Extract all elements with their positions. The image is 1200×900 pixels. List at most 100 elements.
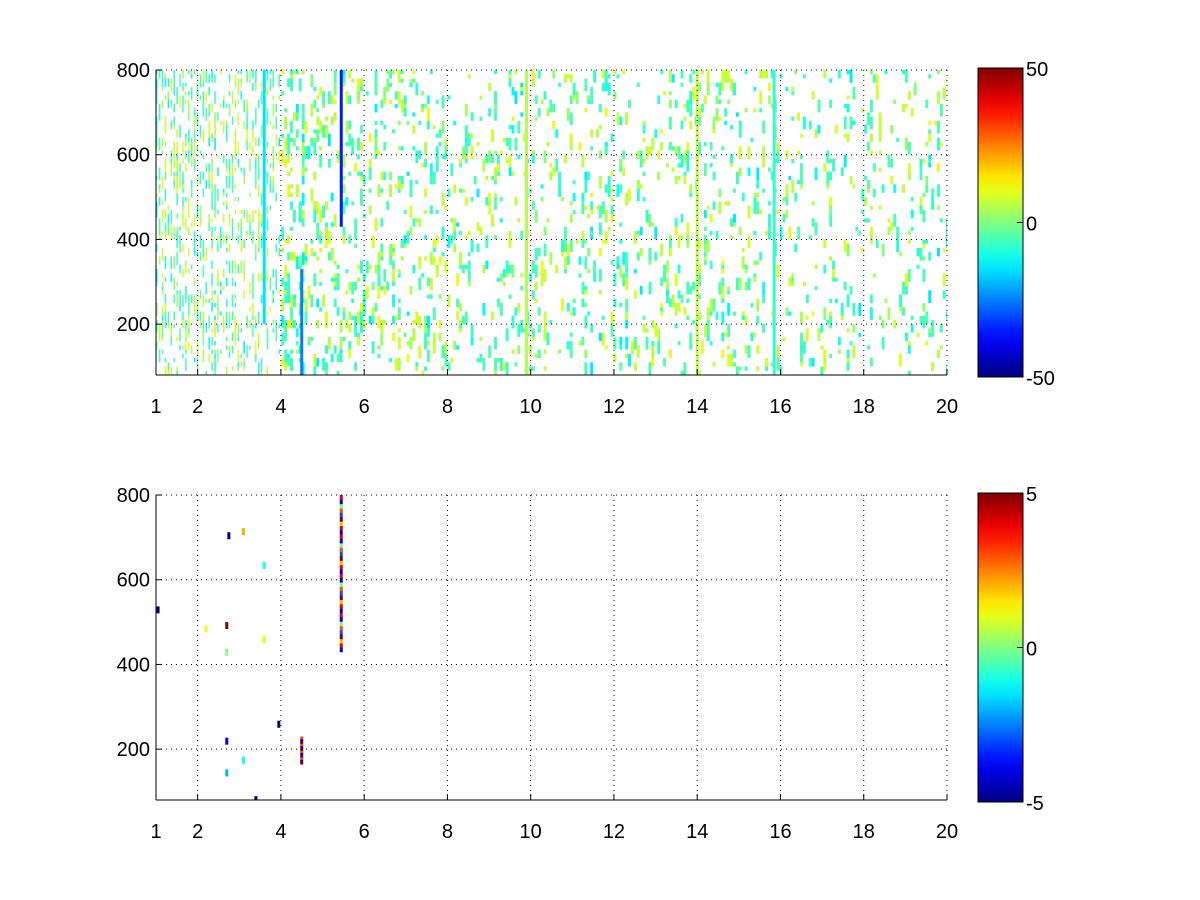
heatmap-cell: [698, 82, 701, 92]
heatmap-cell: [494, 91, 497, 104]
heatmap-cell: [686, 298, 690, 303]
heatmap-cell: [625, 298, 629, 312]
heatmap-cell: [243, 120, 245, 130]
heatmap-cell: [298, 256, 302, 265]
heatmap-cell: [179, 235, 181, 244]
heatmap-cell: [686, 154, 690, 159]
heatmap-cell: [237, 99, 240, 104]
heatmap-cell: [234, 133, 237, 147]
heatmap-cell: [351, 142, 355, 155]
heatmap-cell: [563, 256, 567, 270]
heatmap-cell: [619, 158, 623, 168]
heatmap-cell: [292, 137, 296, 147]
heatmap-cell: [252, 286, 254, 299]
heatmap-cell: [540, 99, 544, 104]
heatmap-point: [225, 769, 229, 777]
colorbar-gradient: [977, 67, 1024, 378]
heatmap-cell: [811, 91, 815, 100]
heatmap-cell: [223, 214, 225, 223]
heatmap-cell: [246, 209, 248, 223]
heatmap-cell: [616, 184, 620, 198]
heatmap-cell: [392, 70, 395, 75]
heatmap-cell: [193, 158, 196, 172]
heatmap-cell: [255, 70, 257, 79]
heatmap-cell: [788, 277, 792, 287]
heatmap-cell: [231, 311, 234, 320]
heatmap-cell: [392, 294, 395, 308]
heatmap-cell: [677, 341, 681, 346]
heatmap-cell: [240, 91, 243, 100]
heatmap-cell: [721, 311, 725, 325]
heatmap-cell: [919, 158, 923, 168]
heatmap-cell: [284, 264, 288, 278]
heatmap-cell: [292, 209, 296, 223]
heatmap-cell: [925, 311, 929, 325]
heatmap-cell: [802, 341, 806, 354]
heatmap-cell: [295, 341, 299, 346]
heatmap-cell: [199, 74, 202, 79]
heatmap-cell: [546, 108, 550, 117]
heatmap-cell: [904, 273, 908, 287]
heatmap-cell: [231, 230, 234, 240]
heatmap-cell: [494, 358, 497, 371]
heatmap-cell: [359, 319, 363, 333]
heatmap-cell: [802, 74, 806, 79]
heatmap-cell: [735, 112, 739, 117]
heatmap-cell: [744, 366, 748, 371]
heatmap-cell: [479, 226, 483, 236]
heatmap-cell: [211, 171, 213, 185]
heatmap-cell: [622, 252, 626, 265]
heatmap-cell: [718, 188, 722, 198]
heatmap-cell: [432, 332, 436, 346]
heatmap-cell: [861, 247, 865, 253]
heatmap-cell: [164, 315, 167, 320]
heatmap-cell: [418, 150, 422, 159]
heatmap-cell: [508, 154, 512, 159]
heatmap-cell: [919, 167, 923, 181]
heatmap-cell: [290, 201, 293, 210]
heatmap-cell: [727, 353, 731, 367]
heatmap-cell: [333, 70, 337, 83]
heatmap-cell: [677, 302, 681, 312]
heatmap-cell: [508, 294, 512, 299]
heatmap-cell: [715, 95, 719, 104]
heatmap-cell: [700, 70, 704, 75]
heatmap-cell: [223, 154, 225, 159]
heatmap-cell: [199, 315, 202, 329]
heatmap-cell: [386, 281, 390, 291]
heatmap-cell: [610, 188, 614, 193]
heatmap-cell: [779, 226, 783, 240]
heatmap-cell: [185, 150, 187, 159]
heatmap-cell: [531, 150, 535, 164]
heatmap-cell: [537, 349, 541, 359]
x-tick-label: 20: [936, 821, 958, 843]
heatmap-cell: [188, 112, 190, 121]
heatmap-cell: [566, 108, 570, 121]
heatmap-cell: [572, 298, 576, 303]
heatmap-cell: [762, 281, 766, 295]
heatmap-cell: [805, 328, 809, 342]
heatmap-cell: [214, 74, 216, 83]
heatmap-cell: [167, 218, 170, 231]
heatmap-cell: [464, 125, 468, 134]
heatmap-cell: [843, 116, 847, 130]
heatmap-cell: [179, 163, 181, 172]
heatmap-cell: [441, 95, 445, 109]
heatmap-cell: [316, 298, 320, 308]
heatmap-cell: [389, 171, 393, 181]
heatmap-cell: [185, 286, 187, 295]
heatmap-cell: [231, 91, 234, 104]
heatmap-cell: [380, 99, 384, 109]
heatmap-cell: [747, 345, 751, 359]
heatmap-cell: [581, 201, 585, 215]
heatmap-cell: [494, 197, 497, 210]
heatmap-cell: [683, 171, 687, 176]
heatmap-cell: [190, 345, 193, 354]
heatmap-cell: [400, 239, 404, 248]
heatmap-cell: [601, 70, 605, 79]
heatmap-cell: [424, 328, 428, 333]
heatmap-cell: [190, 180, 193, 189]
heatmap-cell: [179, 175, 181, 189]
heatmap-cell: [272, 294, 275, 299]
heatmap-cell: [467, 230, 471, 236]
